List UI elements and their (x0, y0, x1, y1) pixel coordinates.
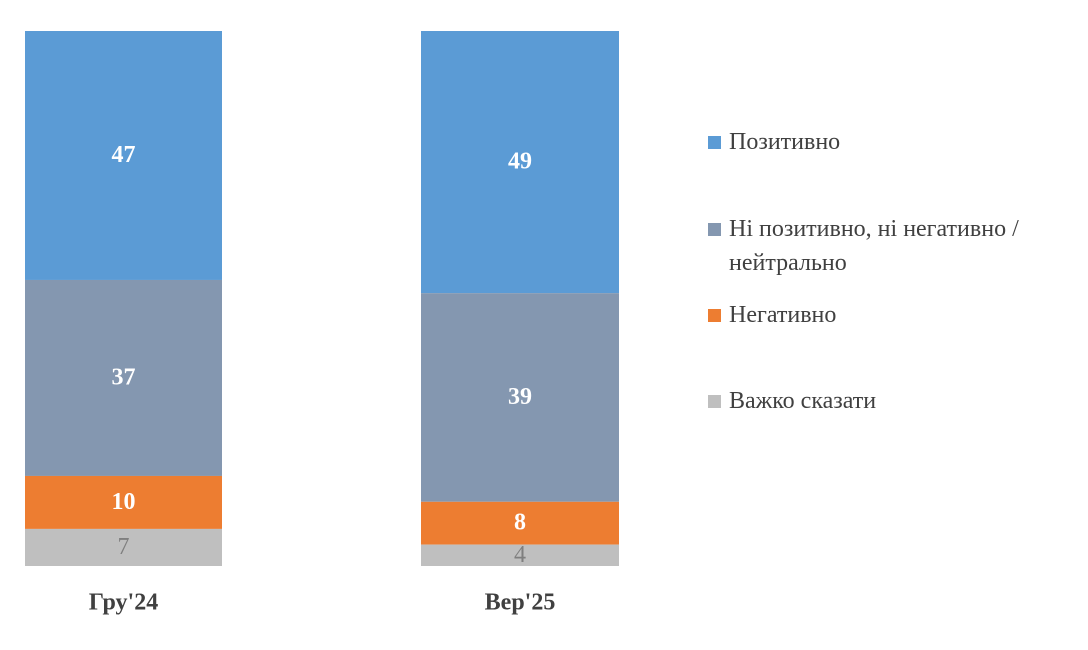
legend-swatch (708, 223, 721, 236)
bar-segment (25, 528, 222, 566)
x-tick-label: Вер'25 (485, 590, 556, 616)
legend-item: Ні позитивно, ні негативно / нейтрально (708, 212, 1078, 280)
bar-segment (421, 501, 619, 545)
bar-segment (421, 293, 619, 502)
legend-item: Негативно (708, 298, 1078, 332)
value-label: 8 (514, 510, 526, 536)
x-tick-label: Гру'24 (89, 590, 158, 616)
legend-label: Ні позитивно, ні негативно / нейтрально (729, 216, 1019, 276)
legend-label: Негативно (729, 302, 837, 328)
value-label: 4 (514, 542, 526, 568)
bar-segment (25, 279, 222, 476)
legend-label: Важко сказати (729, 388, 877, 414)
value-label: 7 (118, 534, 130, 560)
legend-swatch (708, 309, 721, 322)
bar-segment (421, 544, 619, 566)
legend-swatch (708, 395, 721, 408)
legend-label: Позитивно (729, 129, 841, 155)
value-label: 37 (112, 364, 136, 390)
value-label: 39 (508, 384, 532, 410)
bar-segment (25, 475, 222, 529)
bar-segment (421, 31, 619, 294)
value-label: 10 (112, 489, 136, 515)
value-label: 47 (112, 142, 136, 168)
legend-swatch (708, 136, 721, 149)
value-label: 49 (508, 149, 532, 175)
legend-item: Важко сказати (708, 384, 1078, 418)
legend-item: Позитивно (708, 125, 1078, 159)
bar-segment (25, 31, 222, 280)
chart: 47 37 10 7 Гру'24 49 39 8 4 Вер'25 (25, 31, 619, 616)
